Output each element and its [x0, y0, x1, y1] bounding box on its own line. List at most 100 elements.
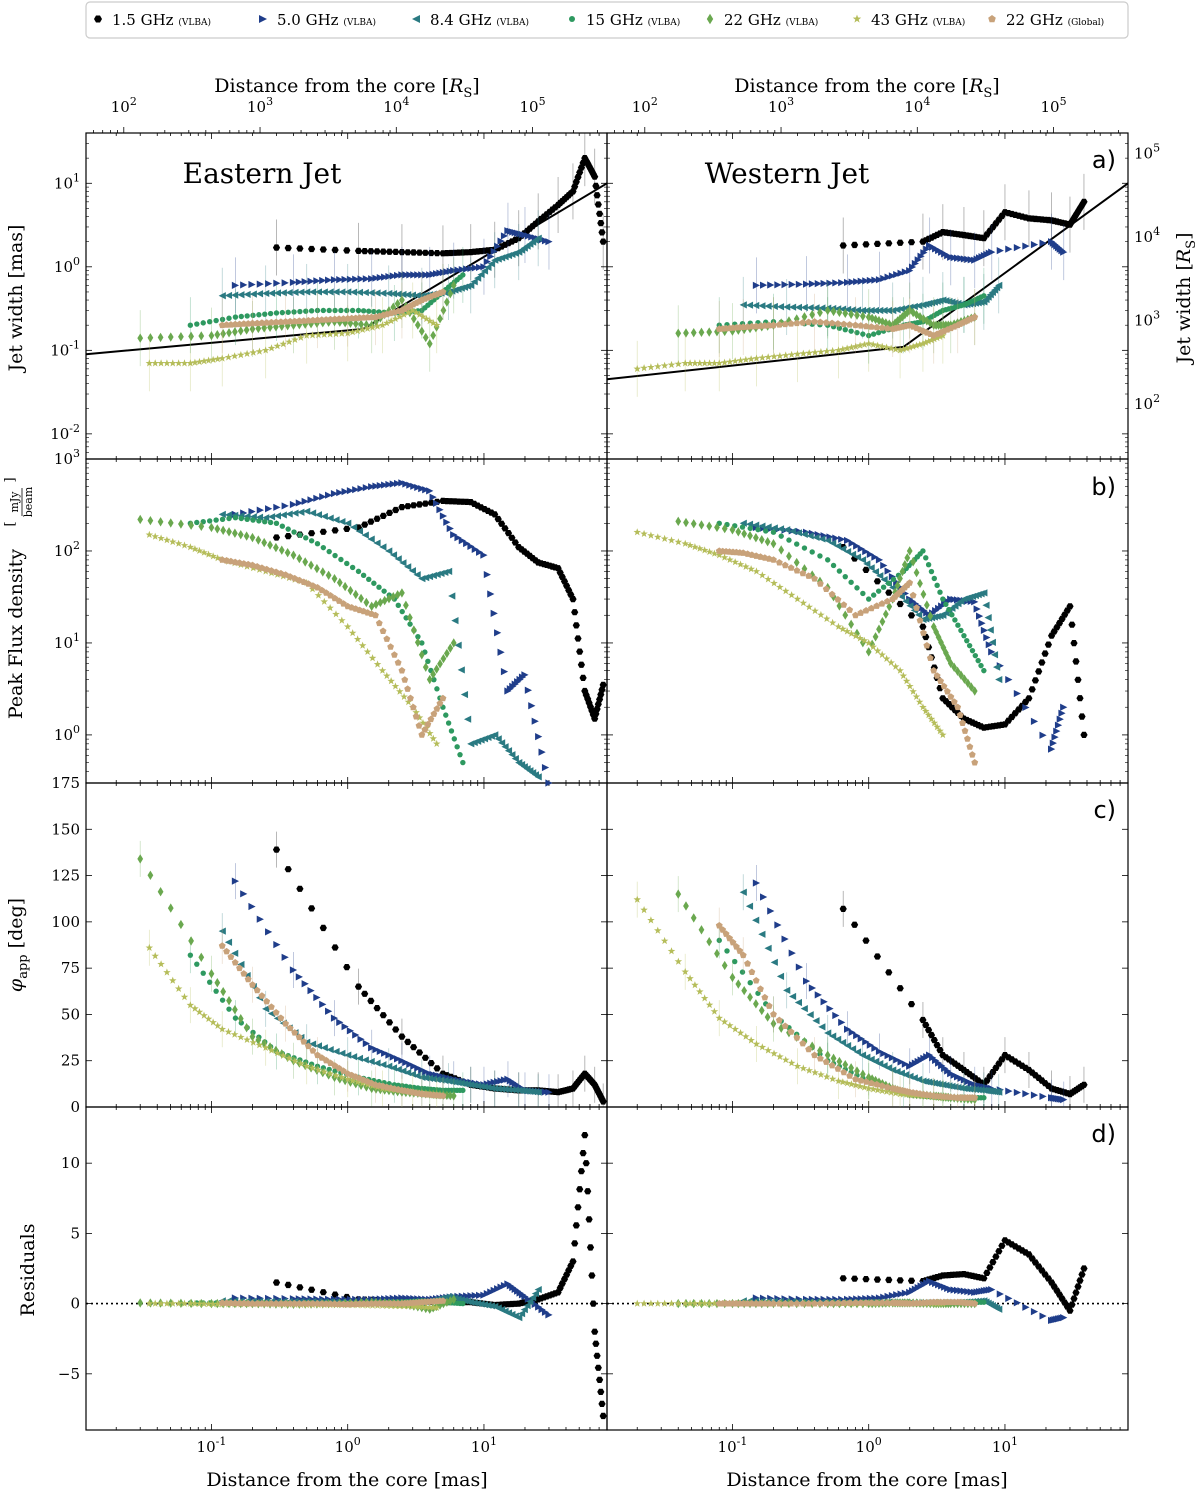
x-tick-label: 101	[992, 1435, 1018, 1456]
data-point	[781, 561, 789, 569]
data-point	[219, 316, 226, 323]
data-point	[966, 642, 973, 649]
data-point	[675, 889, 682, 899]
data-point	[208, 330, 215, 341]
data-point	[422, 486, 430, 494]
data-point	[908, 263, 917, 271]
data-point	[948, 1082, 956, 1090]
data-point	[467, 1298, 475, 1306]
data-point	[487, 590, 495, 598]
data-point	[214, 524, 221, 534]
data-point	[267, 289, 276, 297]
data-point	[303, 507, 311, 515]
data-point	[747, 531, 753, 541]
data-point	[597, 1388, 605, 1395]
data-point	[368, 601, 375, 612]
data-point	[705, 1000, 714, 1009]
data-point	[686, 974, 694, 982]
data-point	[875, 556, 884, 564]
data-point	[896, 666, 904, 674]
data-point	[726, 555, 734, 563]
data-point	[860, 590, 866, 597]
top-x-tick-label: 103	[247, 95, 273, 116]
data-point	[885, 1276, 893, 1284]
data-point	[273, 310, 280, 316]
data-point	[273, 941, 281, 949]
data-point	[188, 936, 194, 946]
data-point	[208, 969, 215, 979]
data-point	[696, 987, 704, 995]
data-point	[357, 1035, 365, 1043]
data-point	[906, 343, 914, 351]
data-point	[907, 1001, 916, 1008]
data-point	[385, 1051, 393, 1059]
data-point	[828, 1061, 836, 1069]
data-point	[660, 936, 669, 945]
data-point	[774, 921, 782, 929]
data-point	[776, 972, 785, 980]
data-point	[433, 705, 441, 712]
data-point	[824, 1029, 832, 1037]
ylabel-a-right: Jet width [RS]	[1173, 232, 1199, 365]
data-point	[1080, 1081, 1088, 1088]
right-y-tick-label: 104	[1134, 225, 1160, 246]
data-point	[209, 552, 217, 560]
data-point	[180, 359, 189, 367]
data-point	[843, 1079, 851, 1087]
data-point	[422, 1303, 431, 1311]
data-point	[178, 919, 184, 930]
data-point	[800, 1005, 808, 1013]
data-point	[802, 280, 811, 288]
y-tick-label: 101	[54, 631, 80, 652]
data-point	[974, 299, 982, 307]
data-point	[764, 537, 771, 547]
data-point	[775, 1016, 783, 1024]
data-point	[936, 1047, 944, 1054]
data-point	[381, 481, 389, 489]
data-point	[406, 1060, 414, 1069]
data-point	[332, 1047, 340, 1056]
data-point	[295, 973, 303, 981]
data-point	[422, 1068, 430, 1076]
data-point	[817, 1070, 825, 1078]
top-x-tick-label: 105	[519, 95, 545, 116]
data-point	[308, 560, 314, 570]
data-point	[864, 339, 873, 347]
data-point	[853, 278, 861, 286]
data-point	[882, 609, 889, 619]
data-point	[787, 591, 796, 599]
data-point	[308, 585, 317, 593]
series-west-0	[839, 173, 1088, 1314]
data-point	[593, 192, 601, 199]
data-point	[451, 617, 459, 625]
data-point	[691, 543, 699, 551]
data-point	[494, 629, 502, 637]
data-point	[300, 1300, 308, 1307]
data-point	[980, 1275, 988, 1282]
data-point	[336, 1018, 344, 1026]
data-point	[204, 356, 213, 364]
data-point	[174, 1299, 183, 1307]
data-point	[220, 987, 227, 997]
data-point	[218, 354, 226, 362]
data-point	[410, 1044, 418, 1051]
data-point	[443, 648, 450, 659]
data-point	[891, 1089, 900, 1097]
data-point	[816, 580, 824, 587]
data-point	[300, 317, 308, 324]
data-point	[286, 317, 294, 325]
data-point	[460, 272, 466, 278]
data-point	[930, 667, 938, 674]
data-point	[290, 550, 297, 560]
data-point	[282, 318, 289, 325]
data-point	[474, 1082, 482, 1090]
data-point	[263, 1300, 271, 1307]
data-point	[265, 928, 273, 936]
data-point	[330, 276, 339, 284]
data-point	[901, 1060, 910, 1068]
data-point	[441, 1076, 449, 1085]
data-point	[273, 289, 281, 297]
data-point	[735, 979, 742, 989]
data-point	[940, 596, 946, 602]
